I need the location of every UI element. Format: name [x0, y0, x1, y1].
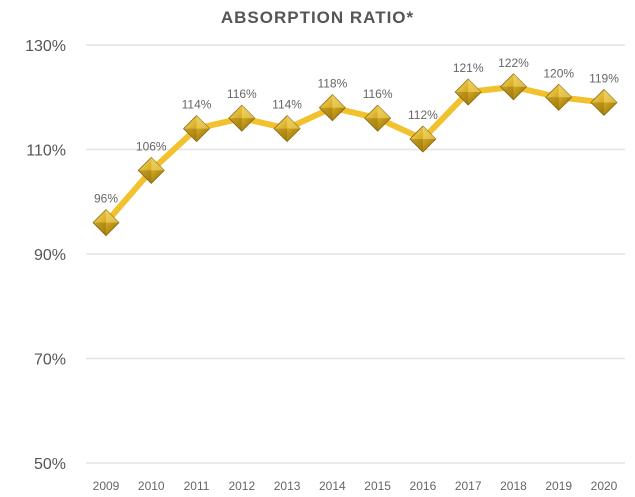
- data-point-marker: [137, 156, 165, 184]
- y-tick-label: 70%: [34, 352, 66, 369]
- data-point-marker: [364, 104, 392, 132]
- x-tick-label: 2009: [93, 479, 120, 493]
- data-label: 116%: [363, 87, 393, 101]
- x-tick-label: 2016: [410, 479, 437, 493]
- y-tick-label: 50%: [34, 456, 66, 473]
- x-tick-label: 2020: [591, 479, 618, 493]
- data-point-marker: [545, 83, 573, 111]
- x-tick-label: 2018: [500, 479, 527, 493]
- x-tick-label: 2013: [274, 479, 301, 493]
- data-point-marker: [318, 94, 346, 122]
- x-tick-label: 2015: [364, 479, 391, 493]
- data-point-marker: [228, 104, 256, 132]
- x-tick-label: 2011: [184, 479, 210, 493]
- data-point-marker: [273, 115, 301, 143]
- data-point-marker: [409, 125, 437, 153]
- chart-title: ABSORPTION RATIO*: [220, 8, 415, 27]
- x-tick-label: 2010: [138, 479, 165, 493]
- x-tick-label: 2017: [455, 479, 482, 493]
- data-label: 119%: [589, 71, 619, 85]
- data-label: 114%: [182, 98, 212, 112]
- data-label: 121%: [453, 61, 484, 75]
- data-label: 122%: [498, 56, 529, 70]
- x-tick-label: 2014: [319, 479, 346, 493]
- x-tick-label: 2012: [228, 479, 255, 493]
- data-point-marker: [92, 209, 120, 237]
- data-label: 112%: [408, 108, 438, 122]
- y-tick-label: 130%: [25, 38, 66, 55]
- x-tick-label: 2019: [545, 479, 572, 493]
- data-point-marker: [182, 115, 211, 143]
- data-label: 116%: [227, 87, 257, 101]
- y-tick-label: 90%: [34, 247, 66, 264]
- data-label: 120%: [543, 66, 574, 80]
- data-label: 114%: [272, 98, 302, 112]
- data-label: 106%: [136, 139, 167, 153]
- data-point-marker: [590, 88, 618, 117]
- data-label: 118%: [317, 77, 347, 91]
- data-label: 96%: [94, 192, 118, 206]
- data-point-marker: [454, 78, 482, 106]
- data-point-marker: [499, 73, 528, 101]
- y-tick-label: 110%: [26, 143, 66, 160]
